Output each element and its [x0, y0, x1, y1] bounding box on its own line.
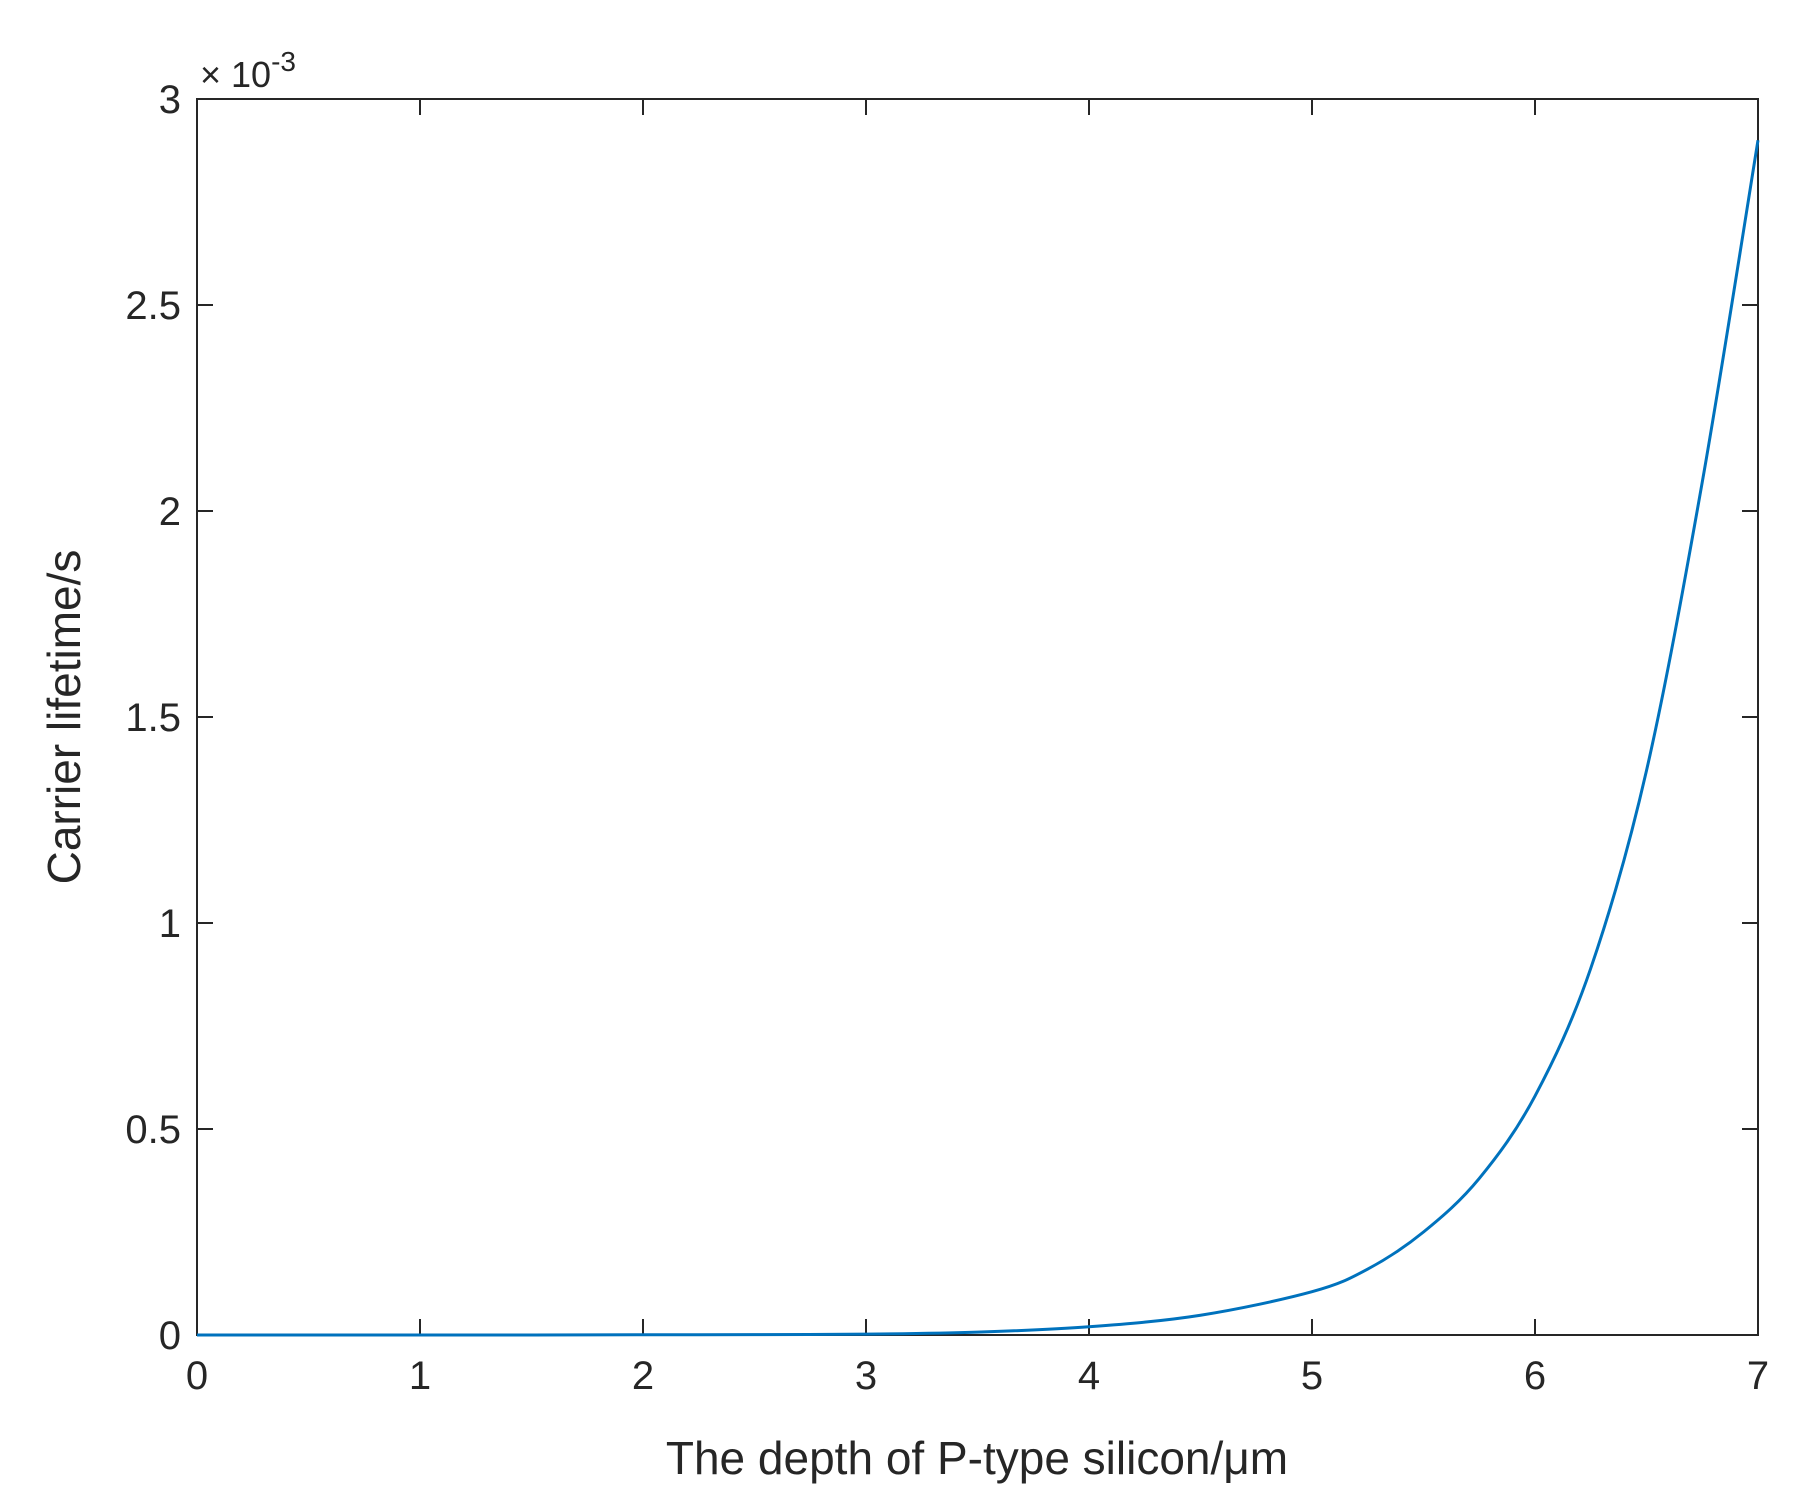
- x-tick-label: 4: [1078, 1354, 1100, 1398]
- x-tick-label: 2: [632, 1354, 654, 1398]
- x-tick-label: 7: [1747, 1354, 1769, 1398]
- y-tick-label: 1.5: [125, 696, 181, 740]
- y-tick-label: 1: [159, 902, 181, 946]
- y-tick-label: 0.5: [125, 1108, 181, 1152]
- x-tick-label: 5: [1301, 1354, 1323, 1398]
- x-axis-title: The depth of P-type silicon/μm: [666, 1432, 1288, 1484]
- series-line: [197, 139, 1760, 1337]
- y-tick-label: 2: [159, 490, 181, 534]
- x-tick-label: 6: [1524, 1354, 1546, 1398]
- x-tick-label: 3: [855, 1354, 877, 1398]
- y-axis-ticks: 0 0.5 1 1.5 2 2.5 3: [125, 78, 1758, 1358]
- x-axis-ticks: 0 1 2 3 4 5 6 7: [186, 99, 1769, 1398]
- series-layer: [197, 139, 1760, 1337]
- x-tick-label: 1: [409, 1354, 431, 1398]
- y-tick-label: 2.5: [125, 284, 181, 328]
- y-tick-label: 0: [159, 1314, 181, 1358]
- y-axis-title: Carrier lifetime/s: [38, 550, 90, 885]
- plot-area: [196, 98, 1759, 1336]
- x-tick-label: 0: [186, 1354, 208, 1398]
- y-tick-label: 3: [159, 78, 181, 122]
- y-exponent-multiplier: × 10-3: [200, 46, 296, 95]
